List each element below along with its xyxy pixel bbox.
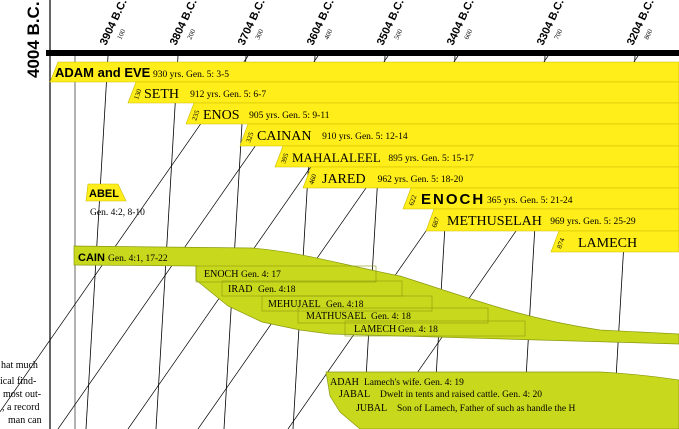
birth-year-6: 460 [307, 173, 318, 186]
year-number-4: 400 [323, 27, 335, 40]
family-name-1: ADAH [330, 377, 359, 388]
family-name-3: JUBAL [356, 403, 387, 414]
side-text-1: hat much [1, 360, 38, 371]
birth-year-2: 130 [132, 88, 143, 101]
family-name-2: JABAL [339, 389, 370, 400]
year-number-6: 600 [463, 27, 475, 40]
birth-year-3: 235 [190, 109, 201, 122]
year-label-8: 3204 B.C. [625, 0, 657, 47]
top-rail [46, 50, 679, 56]
seth-info-1: 930 yrs. Gen. 5: 3-5 [153, 70, 229, 80]
seth-info-4: 910 yrs. Gen. 5: 12-14 [322, 132, 408, 142]
cain-info-3: Gen. 4:18 [258, 285, 296, 295]
seth-band-2 [127, 81, 679, 104]
seth-info-6: 962 yrs. Gen. 5: 18-20 [378, 175, 464, 185]
seth-info-7: 365 yrs. Gen. 5: 21-24 [487, 196, 573, 206]
birth-year-4: 325 [244, 131, 255, 144]
century-tick-1 [85, 55, 109, 429]
cain-row-4 [261, 295, 433, 312]
seth-info-8: 969 yrs. Gen. 5: 25-29 [550, 217, 636, 227]
seth-name-7: ENOCH [421, 191, 485, 208]
seth-name-5: MAHALALEEL [292, 150, 381, 165]
cain-name-1: CAIN [78, 252, 105, 264]
year-number-7: 700 [553, 27, 565, 40]
year-label-1: 3904 B.C. [98, 0, 130, 47]
seth-band-7 [402, 187, 679, 210]
cain-row-2 [195, 265, 377, 283]
seth-name-3: ENOS [203, 108, 240, 123]
cain-name-5: MATHUSAEL [306, 311, 367, 322]
start-year-label: 4004 B.C. [24, 1, 43, 78]
cain-info-4: Gen. 4:18 [326, 300, 364, 310]
side-text-5: man can [8, 415, 42, 426]
cain-row-5 [297, 307, 489, 324]
abel-band [85, 183, 127, 202]
lamech-family-band [325, 371, 679, 429]
side-text-4: , a record [2, 402, 39, 413]
year-label-2: 3804 B.C. [168, 0, 200, 47]
seth-band-6 [302, 166, 679, 189]
cain-row-6 [344, 320, 526, 337]
year-label-6: 3404 B.C. [445, 0, 477, 47]
year-number-3: 300 [254, 27, 266, 40]
seth-info-3: 905 yrs. Gen. 5: 9-11 [249, 111, 330, 121]
side-text-3: most out- [3, 389, 41, 400]
family-info-2: Dwelt in tents and raised cattle. Gen. 4… [380, 390, 542, 400]
seth-info-5: 895 yrs. Gen. 5: 15-17 [388, 154, 474, 164]
cain-info-1: Gen. 4:1, 17-22 [108, 254, 168, 264]
cain-name-2: ENOCH [204, 269, 238, 280]
cain-name-4: MEHUJAEL [268, 299, 321, 310]
year-number-5: 500 [393, 27, 405, 40]
seth-name-4: CAINAN [257, 129, 311, 144]
family-info-1: Lamech's wife. Gen. 4: 19 [364, 377, 464, 388]
cain-band [73, 245, 679, 345]
cain-name-3: IRAD [228, 284, 252, 295]
seth-name-6: JARED [322, 172, 366, 187]
cain-name-6: LAMECH [354, 324, 396, 335]
seth-info-2: 912 yrs. Gen. 5: 6-7 [190, 90, 266, 100]
abel-ref: Gen. 4:2, 8-10 [90, 208, 145, 218]
seth-band-1 [49, 61, 679, 83]
seth-band-8 [425, 208, 679, 232]
cain-info-5: Gen. 4: 18 [371, 312, 411, 322]
abel-name: ABEL [89, 188, 119, 200]
family-info-3: Son of Lamech, Father of such as handle … [397, 403, 575, 414]
year-label-4: 3604 B.C. [305, 0, 337, 47]
seth-name-9: LAMECH [578, 236, 637, 251]
year-label-3: 3704 B.C. [236, 0, 268, 47]
seth-band-5 [274, 145, 679, 168]
seth-name-8: METHUSELAH [447, 214, 542, 229]
birth-year-5: 395 [279, 152, 290, 165]
year-number-2: 200 [186, 27, 198, 40]
seth-name-1: ADAM and EVE [55, 65, 151, 80]
century-tick-2 [155, 55, 179, 429]
side-text-2: ical find- [0, 376, 36, 387]
birth-year-7: 622 [407, 194, 418, 207]
seth-name-2: SETH [144, 87, 179, 102]
year-label-7: 3304 B.C. [535, 0, 567, 47]
birth-year-9: 874 [555, 237, 566, 250]
year-number-1: 100 [116, 27, 128, 40]
birth-year-8: 687 [430, 216, 441, 229]
year-label-5: 3504 B.C. [375, 0, 407, 47]
cain-info-6: Gen. 4: 18 [398, 325, 438, 335]
cain-info-2: Gen. 4: 17 [241, 270, 281, 280]
seth-band-4 [239, 123, 679, 147]
seth-band-9 [550, 230, 679, 253]
year-number-8: 800 [643, 27, 655, 40]
seth-band-3 [185, 102, 679, 125]
